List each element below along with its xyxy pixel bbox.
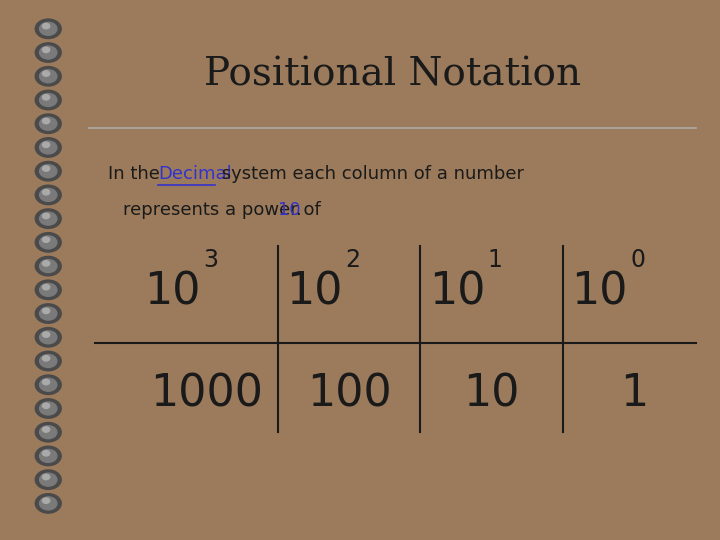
Text: 10: 10 (144, 270, 200, 313)
Text: 10: 10 (463, 372, 520, 415)
Text: In the: In the (107, 165, 165, 183)
Text: 2: 2 (346, 248, 360, 272)
Text: Positional Notation: Positional Notation (204, 56, 581, 93)
Text: 10: 10 (279, 201, 301, 219)
Text: represents a power of: represents a power of (123, 201, 327, 219)
Text: 10: 10 (429, 270, 485, 313)
Text: 1: 1 (620, 372, 648, 415)
Text: 100: 100 (307, 372, 392, 415)
Text: system each column of a number: system each column of a number (216, 165, 524, 183)
Text: 1: 1 (487, 248, 503, 272)
Text: 10: 10 (571, 270, 628, 313)
Text: 10: 10 (287, 270, 343, 313)
Text: 3: 3 (203, 248, 218, 272)
Text: .: . (295, 201, 301, 219)
Text: 0: 0 (630, 248, 645, 272)
Text: 1000: 1000 (150, 372, 263, 415)
Text: Decimal: Decimal (158, 165, 232, 183)
